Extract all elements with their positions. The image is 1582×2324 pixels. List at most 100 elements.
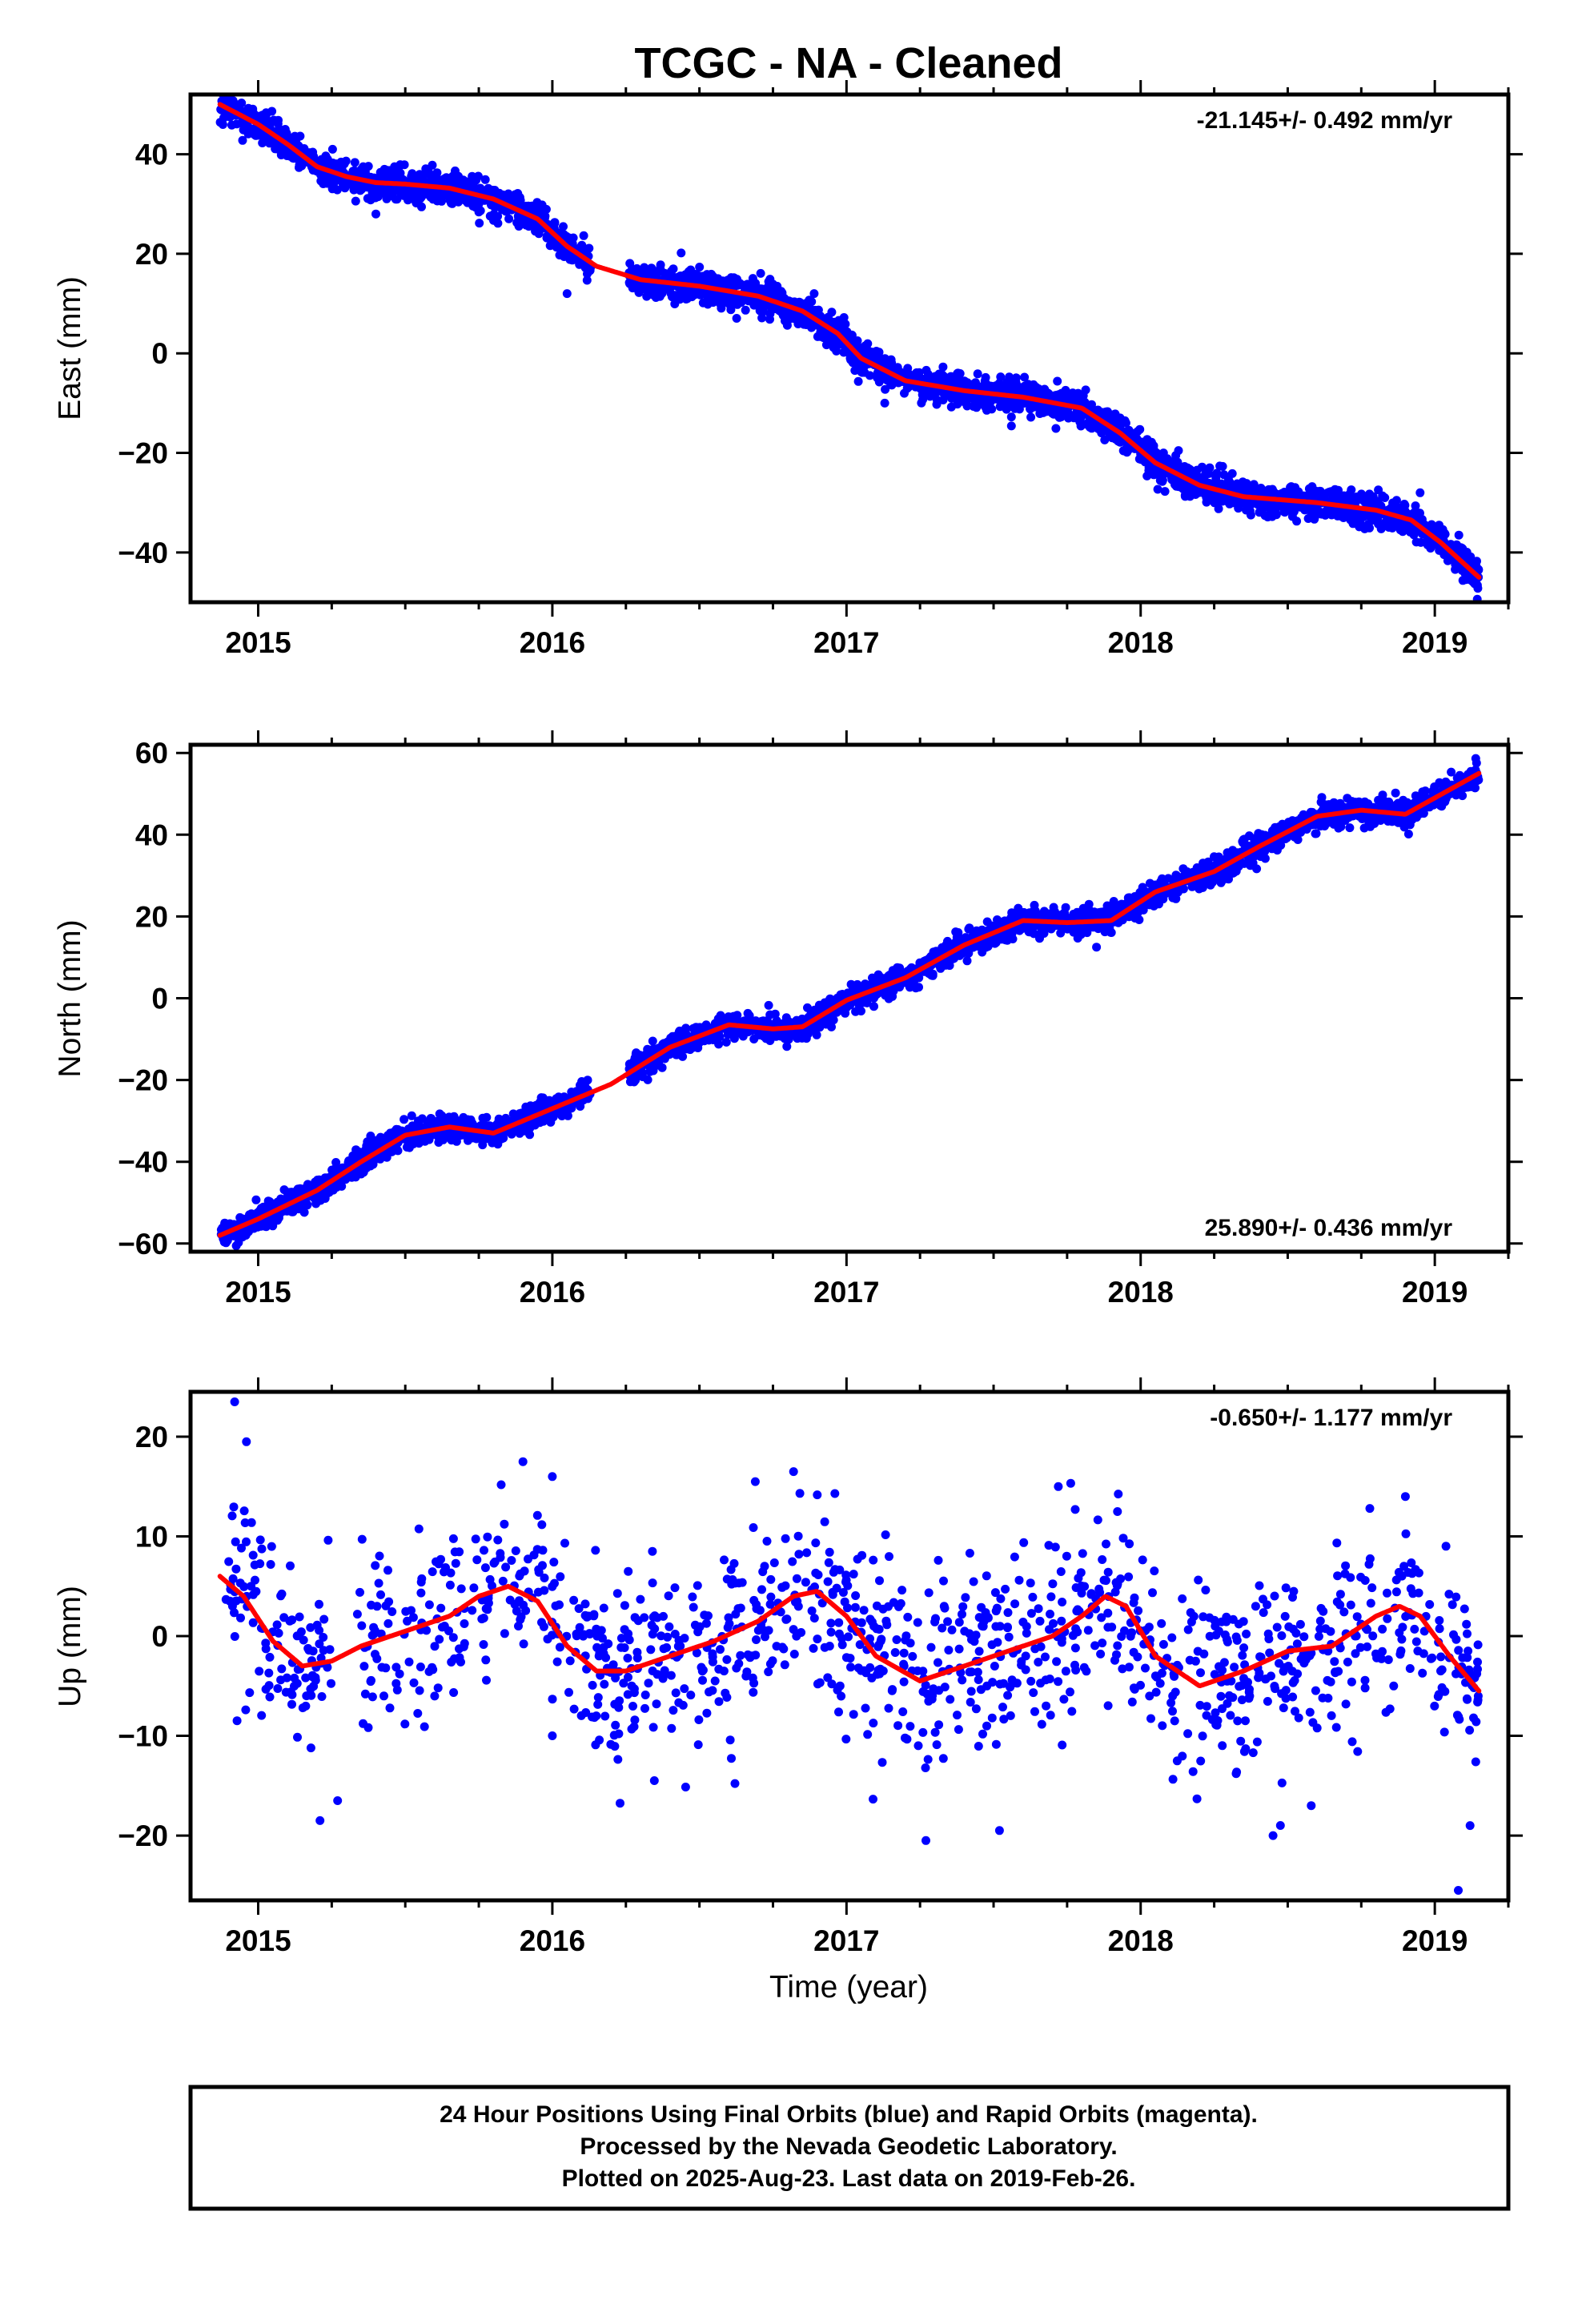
data-point	[1150, 448, 1160, 458]
data-point	[493, 219, 503, 228]
data-point	[243, 129, 253, 139]
data-point	[764, 1000, 773, 1010]
data-point	[918, 395, 928, 404]
east-model-line	[217, 102, 1482, 580]
data-point	[360, 167, 370, 177]
data-point	[562, 289, 572, 299]
data-point	[741, 305, 750, 315]
data-point	[1174, 446, 1183, 456]
north-panel: North (mm)2015 2016 2017 2018 2019−60−40−200…	[53, 730, 1523, 1309]
data-point	[316, 170, 326, 179]
east-rate-label: -21.145+/- 0.492 mm/yr	[1197, 107, 1453, 134]
data-point	[1020, 372, 1030, 382]
data-point	[813, 332, 822, 341]
data-point	[756, 268, 765, 278]
data-point	[1142, 471, 1152, 480]
data-point	[524, 217, 533, 227]
data-point	[400, 1115, 409, 1124]
data-point	[1132, 434, 1142, 444]
data-point	[986, 397, 995, 407]
data-point	[219, 113, 228, 123]
data-point	[1438, 525, 1447, 534]
data-point	[1173, 457, 1182, 467]
data-point	[1415, 488, 1425, 497]
data-point	[1100, 435, 1110, 444]
data-point	[1023, 380, 1033, 389]
data-point	[962, 399, 971, 408]
data-point	[975, 382, 985, 392]
data-point	[799, 320, 809, 329]
data-point	[1211, 493, 1221, 502]
data-point	[1076, 421, 1086, 431]
data-point	[1212, 468, 1222, 478]
data-point	[809, 289, 819, 299]
data-point	[695, 263, 705, 271]
data-point	[529, 203, 539, 213]
data-point	[1121, 418, 1130, 428]
data-point	[846, 979, 856, 989]
data-point	[1002, 400, 1012, 408]
data-point	[728, 277, 737, 287]
data-point	[677, 248, 686, 258]
data-point	[1409, 508, 1419, 517]
data-point	[827, 308, 837, 317]
data-point	[628, 283, 637, 293]
data-point	[381, 172, 391, 182]
data-point	[355, 186, 365, 195]
data-point	[953, 369, 962, 378]
data-point	[839, 313, 849, 322]
data-point	[1234, 504, 1243, 513]
data-point	[1403, 830, 1413, 838]
data-point	[1411, 501, 1420, 511]
data-point	[994, 379, 1004, 388]
data-point	[238, 135, 247, 145]
data-point	[709, 298, 718, 308]
data-point	[921, 365, 931, 375]
data-point	[892, 364, 901, 374]
data-point	[1005, 372, 1014, 382]
y-tick-label: 0	[151, 337, 168, 370]
data-point	[583, 269, 592, 279]
data-point	[1416, 537, 1426, 547]
data-point	[1153, 485, 1162, 494]
data-point	[432, 168, 442, 178]
data-point	[1352, 517, 1362, 527]
data-point	[1146, 437, 1156, 447]
data-point	[718, 276, 728, 286]
data-point	[384, 191, 394, 201]
data-point	[493, 211, 503, 221]
data-point	[747, 296, 757, 306]
data-point	[1204, 468, 1214, 478]
data-point	[1466, 552, 1476, 561]
data-point	[1310, 514, 1319, 524]
data-point	[1380, 493, 1390, 502]
data-point	[839, 348, 849, 357]
data-point	[807, 297, 817, 307]
data-point	[327, 144, 337, 154]
data-point	[1396, 519, 1406, 529]
data-point	[702, 275, 711, 284]
data-point	[1180, 492, 1190, 501]
data-point	[1269, 487, 1279, 497]
data-point	[973, 369, 982, 379]
data-point	[938, 362, 948, 372]
data-point	[436, 195, 446, 205]
data-point	[1051, 424, 1061, 433]
data-point	[932, 400, 942, 409]
data-point	[803, 1003, 812, 1012]
data-point	[575, 259, 584, 267]
data-point	[1158, 476, 1167, 486]
data-point	[1286, 483, 1295, 492]
data-point	[1235, 497, 1244, 506]
data-point	[1077, 412, 1086, 421]
data-point	[1217, 479, 1227, 489]
data-point	[832, 336, 841, 345]
data-point	[725, 294, 734, 304]
data-point	[1158, 448, 1168, 458]
data-point	[480, 175, 490, 184]
x-tick-label: 2016	[520, 626, 585, 659]
data-point	[1135, 424, 1145, 434]
data-point	[243, 121, 252, 131]
data-point	[1376, 524, 1386, 533]
x-tick-label: 2019	[1402, 626, 1468, 659]
